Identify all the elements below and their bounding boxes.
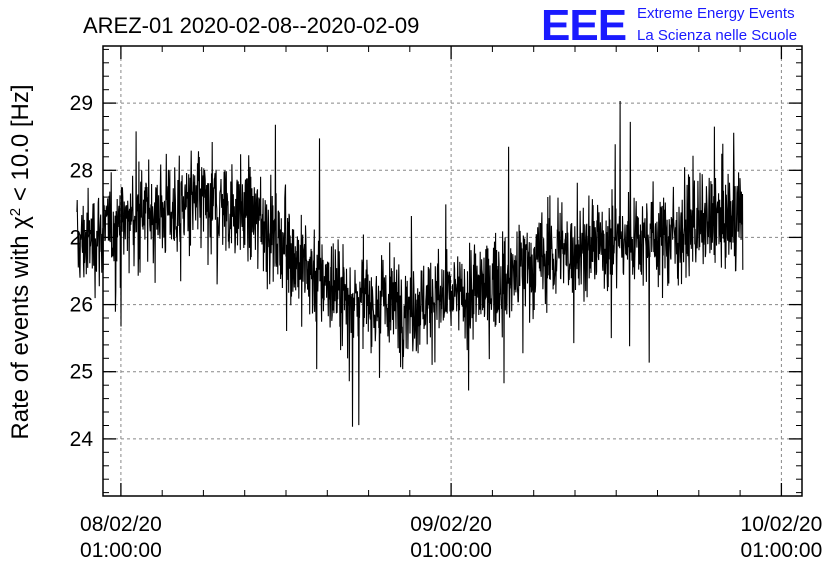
ticks <box>103 46 802 496</box>
y-tick-label: 25 <box>70 361 93 384</box>
logo-mark: EEE <box>541 1 626 50</box>
y-tick-label: 29 <box>70 92 93 115</box>
y-tick-label: 26 <box>70 294 93 317</box>
x-tick-time: 01:00:00 <box>410 539 492 562</box>
logo-line-1: Extreme Energy Events <box>637 5 795 22</box>
y-axis-label-prefix: Rate of events with χ <box>7 216 34 440</box>
tick-labels: 24 25 26 27 28 29 08/02/20 01:00:00 09/02/20 01:0… <box>70 92 823 562</box>
y-axis-label-sup: 2 <box>7 208 24 216</box>
plot-frame <box>102 45 803 497</box>
x-tick-date: 08/02/20 <box>80 513 162 536</box>
x-tick-time: 01:00:00 <box>80 539 162 562</box>
y-tick-label: 28 <box>70 159 93 182</box>
y-tick-label: 27 <box>70 226 93 249</box>
grid <box>103 46 802 496</box>
rate-series-line <box>76 100 744 427</box>
x-tick-date: 10/02/20 <box>741 513 823 536</box>
x-tick-time: 01:00:00 <box>741 539 823 562</box>
x-tick-date: 09/02/20 <box>410 513 492 536</box>
logo-line-2: La Scienza nelle Scuole <box>637 27 797 44</box>
series-layer <box>76 100 744 427</box>
y-axis-label-suffix: < 10.0 [Hz] <box>7 84 34 207</box>
y-axis-label: Rate of events with χ2 < 10.0 [Hz] <box>7 84 35 439</box>
y-tick-label: 24 <box>70 428 94 451</box>
eee-logo: EEE Extreme Energy Events La Scienza nel… <box>541 1 797 50</box>
chart-title: AREZ-01 2020-02-08--2020-02-09 <box>83 13 419 38</box>
